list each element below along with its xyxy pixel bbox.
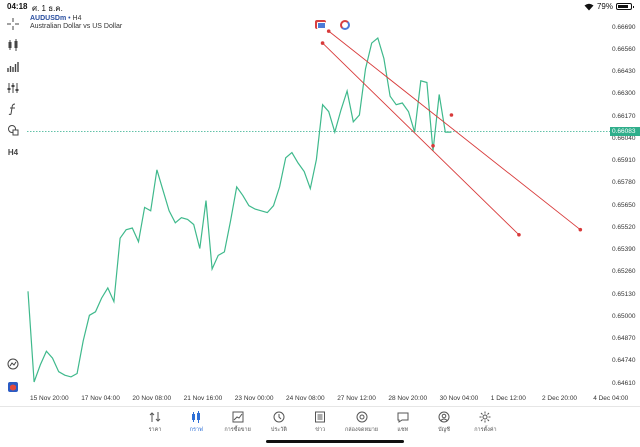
tab-news[interactable]: ข่าว [300,410,340,434]
trendline-2[interactable] [322,42,520,236]
wifi-icon [584,3,594,10]
price-tick-label: 0.65390 [612,246,636,254]
tab-label: การซื้อขาย [224,427,251,433]
tab-settings[interactable]: การตั้งค่า [465,410,505,434]
price-tick-label: 0.64740 [612,357,636,365]
indicators-icon[interactable] [4,59,22,75]
trendline-2-handle[interactable] [431,144,435,148]
price-tick-label: 0.65260 [612,268,636,276]
time-tick-label: 2 Dec 20:00 [542,395,578,402]
history-chart-icon[interactable] [4,356,22,372]
tab-account[interactable]: บัญชี [424,410,464,434]
tab-trade[interactable]: การซื้อขาย [218,410,258,434]
one-click-buy-icon[interactable] [340,20,350,30]
trendline-2-handle[interactable] [320,41,325,45]
status-time: 04:18 [7,2,28,11]
time-tick-label: 4 Dec 04:00 [593,395,629,402]
crosshair-icon[interactable] [4,16,22,32]
chart-icon [176,410,216,424]
price-tick-label: 0.66430 [612,68,636,76]
home-indicator [266,440,404,443]
tab-label: การตั้งค่า [474,427,497,433]
tab-label: ประวัติ [270,427,287,433]
tab-chat[interactable]: แชท [383,410,423,434]
trade-icon [218,410,258,424]
time-tick-label: 27 Nov 12:00 [337,395,376,402]
tab-label: กล่องจดหมาย [344,427,379,433]
tab-label: บัญชี [438,427,451,433]
price-tick-label: 0.65780 [612,179,636,187]
tab-quotes[interactable]: ราคา [135,410,175,434]
price-tick-label: 0.66560 [612,45,636,53]
time-tick-label: 23 Nov 00:00 [234,395,274,402]
time-tick-label: 30 Nov 04:00 [439,395,479,402]
chart-area[interactable] [27,14,610,394]
timeframe-button[interactable]: H4 [7,147,19,157]
price-series-line [27,36,452,383]
price-axis[interactable]: 0.66690 0.66560 0.66430 0.66300 0.66170 0.660… [610,14,640,394]
battery-percent: 79% [596,2,613,11]
time-tick-label: 15 Nov 20:00 [30,395,69,402]
time-tick-label: 21 Nov 16:00 [183,395,223,402]
settings-sliders-icon[interactable] [4,80,22,96]
trendline-1[interactable] [328,30,581,231]
status-right: 79% [584,2,634,11]
symbol-title: AUDUSDm • H4 [30,15,82,22]
time-tick-label: 20 Nov 08:00 [132,395,172,402]
time-tick-label: 1 Dec 12:00 [490,395,526,402]
price-tick-label: 0.66170 [612,112,636,120]
price-tick-label: 0.64610 [612,379,636,387]
symbol-timeframe: H4 [72,15,82,22]
price-tick-label: 0.66300 [612,90,636,98]
one-click-sell-icon[interactable] [315,20,326,29]
time-tick-label: 28 Nov 20:00 [388,395,428,402]
tab-history[interactable]: ประวัติ [259,410,299,434]
status-bar: 04:18 ศ. 1 ธ.ค. 79% [0,0,640,14]
symbol-description: Australian Dollar vs US Dollar [30,23,123,30]
trendline-1-handle[interactable] [449,113,454,117]
tab-label: กราฟ [189,427,203,433]
price-tick-label: 0.65130 [612,290,636,298]
symbol-name: AUDUSDm [30,15,67,22]
history-icon [259,410,299,424]
trendline-2-handle[interactable] [517,233,521,237]
candles-icon[interactable] [4,37,22,53]
quotes-icon [135,410,175,424]
mail-icon [342,410,382,424]
price-tick-label: 0.65910 [612,157,636,165]
tab-mail[interactable]: กล่องจดหมาย [342,410,382,434]
shapes-icon[interactable] [4,122,22,138]
battery-icon [616,3,634,10]
tab-label: ข่าว [315,427,326,433]
time-tick-label: 17 Nov 04:00 [81,395,120,402]
price-tick-label: 0.64870 [612,335,636,343]
trendline-1-handle[interactable] [578,227,583,232]
settings-icon [465,410,505,424]
price-tick-label: 0.65000 [612,312,636,320]
price-tick-label: 0.66690 [612,23,636,31]
price-tick-label: 0.66040 [612,134,636,142]
tab-chart[interactable]: กราฟ [176,410,216,434]
tab-label: แชท [397,427,409,433]
price-chart[interactable] [27,14,610,394]
formula-icon[interactable] [4,101,22,117]
tab-label: ราคา [148,427,162,433]
chat-icon [383,410,423,424]
status-date: ศ. 1 ธ.ค. [32,4,63,13]
time-axis[interactable]: 15 Nov 20:00 17 Nov 04:00 20 Nov 08:00 21 N… [27,394,628,406]
time-tick-label: 24 Nov 08:00 [286,395,325,402]
price-tick-label: 0.65520 [612,223,636,231]
price-tick-label: 0.65650 [612,201,636,209]
app-logo-icon[interactable] [4,379,22,395]
account-icon [424,410,464,424]
news-icon [300,410,340,424]
current-price-label: 0.66083 [610,127,640,137]
trendline-1-handle[interactable] [326,29,331,33]
